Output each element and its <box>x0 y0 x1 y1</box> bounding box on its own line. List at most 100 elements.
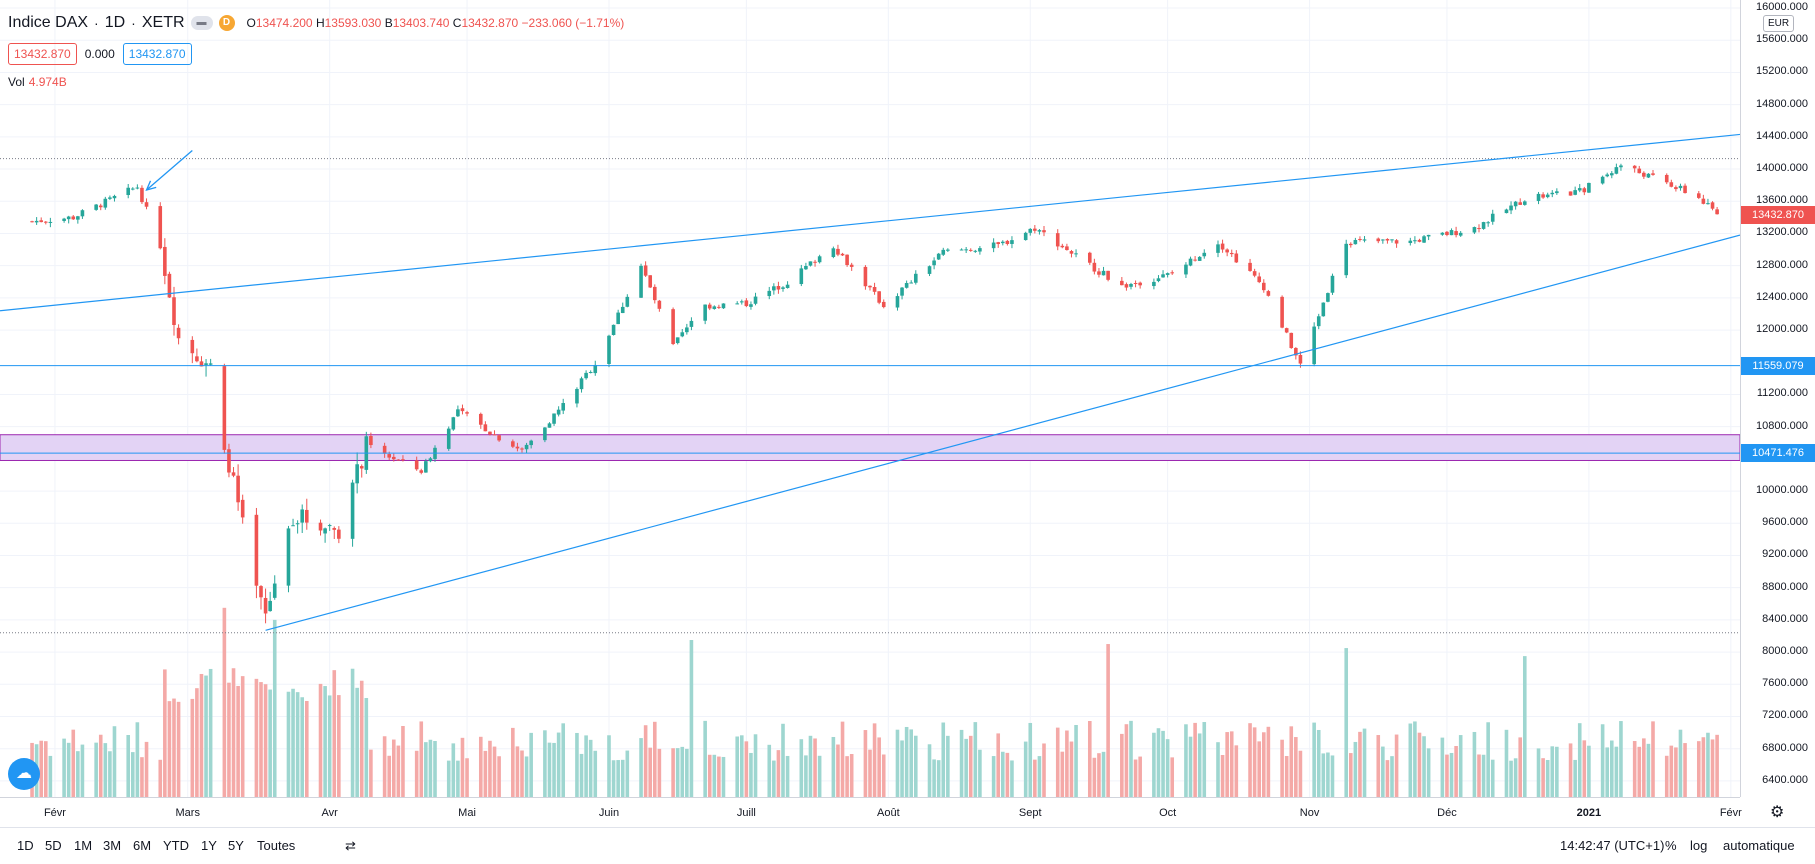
range-button-1m[interactable]: 1M <box>74 838 93 853</box>
candle-body <box>1715 209 1719 215</box>
bottom-toolbar: 1D 5D 1M 3M 6M YTD 1Y 5Y Toutes ⇄ 14:42:47 (UTC+… <box>0 827 1815 864</box>
percent-scale-toggle[interactable]: % <box>1665 838 1677 853</box>
volume-bar <box>76 751 80 797</box>
range-button-1y[interactable]: 1Y <box>201 838 217 853</box>
volume-bar <box>158 759 163 797</box>
candle-body <box>625 296 630 307</box>
candle-body <box>863 266 868 287</box>
candle-body <box>1156 278 1161 282</box>
interval-label[interactable]: 1D <box>104 14 126 31</box>
volume-bar <box>1298 750 1303 797</box>
volume-bar <box>739 735 744 797</box>
candle-body <box>936 253 941 260</box>
volume-bar <box>1555 746 1559 797</box>
candle-body <box>1376 238 1381 242</box>
candle-body <box>295 523 300 525</box>
candle-body <box>643 265 648 276</box>
volume-bar <box>428 739 433 797</box>
range-button-5y[interactable]: 5Y <box>228 838 244 853</box>
buy-price-button[interactable]: 13432.870 <box>122 43 192 65</box>
range-button-3m[interactable]: 3M <box>103 838 122 853</box>
volume-bar <box>781 723 785 797</box>
volume-bar <box>1152 732 1156 797</box>
price-tick-label: 14800.000 <box>1756 97 1808 110</box>
candle-body <box>478 413 483 425</box>
clock-time[interactable]: 14:42:47 (UTC+1) <box>1560 838 1665 853</box>
annotation-arrow <box>146 150 193 191</box>
auto-scale-toggle[interactable]: automatique <box>1723 838 1795 853</box>
candle-body <box>1701 198 1706 204</box>
hide-legend-icon[interactable]: ▬ <box>190 16 213 30</box>
range-button-1d[interactable]: 1D <box>17 838 34 853</box>
volume-bar <box>877 737 881 797</box>
chart-plot-area[interactable]: Indice DAX · 1D · XETR ▬ D O13474.200 H1… <box>0 0 1740 797</box>
volume-bar <box>1477 754 1481 797</box>
symbol-name[interactable]: Indice DAX <box>8 14 89 31</box>
volume-bar <box>1568 743 1573 797</box>
volume-bar <box>1545 760 1550 797</box>
candle-body <box>593 364 598 374</box>
candle-body <box>1577 188 1582 191</box>
candle-body <box>236 475 240 503</box>
volume-bar <box>1197 733 1202 797</box>
volume-bar <box>1449 752 1454 797</box>
volume-label[interactable]: Vol <box>8 75 25 89</box>
price-axis[interactable]: EUR 16000.000 15600.000 15200.000 14800.000… <box>1740 0 1815 797</box>
candle-body <box>300 509 305 523</box>
volume-bar <box>689 640 694 797</box>
volume-bar <box>1577 723 1582 797</box>
candle-body <box>1541 194 1545 198</box>
candle-body <box>1490 213 1495 222</box>
volume-bar <box>1509 760 1513 797</box>
candle-body <box>1509 205 1513 211</box>
volume-bar <box>1165 739 1170 797</box>
volume-bar <box>895 729 900 797</box>
volume-bar <box>1097 753 1101 797</box>
candle-body <box>80 210 85 217</box>
log-scale-toggle[interactable]: log <box>1690 838 1708 853</box>
candle-body <box>575 388 579 404</box>
candle-body <box>739 301 744 303</box>
volume-bar <box>799 739 804 797</box>
candle-body <box>227 449 231 473</box>
range-button-6m[interactable]: 6M <box>133 838 152 853</box>
volume-bar <box>268 689 272 797</box>
candle-body <box>675 337 680 344</box>
volume-bar <box>1344 648 1349 797</box>
volume-bar <box>1060 751 1065 797</box>
price-chart-svg[interactable] <box>0 0 1740 797</box>
volume-bar <box>350 668 355 797</box>
volume-bar <box>1362 728 1367 797</box>
volume-bar <box>1422 736 1426 797</box>
volume-bar <box>195 688 199 797</box>
currency-button[interactable]: EUR <box>1763 15 1795 32</box>
range-button-5d[interactable]: 5D <box>45 838 62 853</box>
candle-body <box>1669 182 1674 187</box>
volume-bar <box>359 680 364 797</box>
volume-bar <box>1486 722 1490 797</box>
chart-settings-gear-icon[interactable]: ⚙ <box>1770 804 1785 821</box>
volume-bar <box>1701 737 1706 797</box>
candle-body <box>1188 258 1193 266</box>
candle-body <box>1522 201 1527 205</box>
volume-bar <box>460 737 465 797</box>
candle-body <box>1573 190 1577 195</box>
range-button-toutes[interactable]: Toutes <box>257 838 296 853</box>
price-tick-label: 7600.000 <box>1762 677 1808 690</box>
candle-body <box>685 327 689 333</box>
candle-body <box>813 261 817 263</box>
volume-bar <box>735 736 740 797</box>
volume-bar <box>524 756 529 797</box>
sell-price-button[interactable]: 13432.870 <box>8 43 77 65</box>
volume-bar <box>259 682 263 797</box>
candle-body <box>1133 283 1138 285</box>
range-button-ytd[interactable]: YTD <box>163 838 189 853</box>
candle-body <box>71 216 76 220</box>
tradingview-logo-icon[interactable]: ☁ <box>8 758 40 790</box>
time-axis[interactable]: Févr Mars Avr Mai Juin Juill Août Sept Oct Nov Déc… <box>0 797 1742 828</box>
candle-body <box>30 221 34 223</box>
volume-bar <box>767 744 772 797</box>
volume-bar <box>1220 755 1225 797</box>
goto-date-icon[interactable]: ⇄ <box>345 838 356 853</box>
annotation-arrow-head <box>145 180 157 191</box>
